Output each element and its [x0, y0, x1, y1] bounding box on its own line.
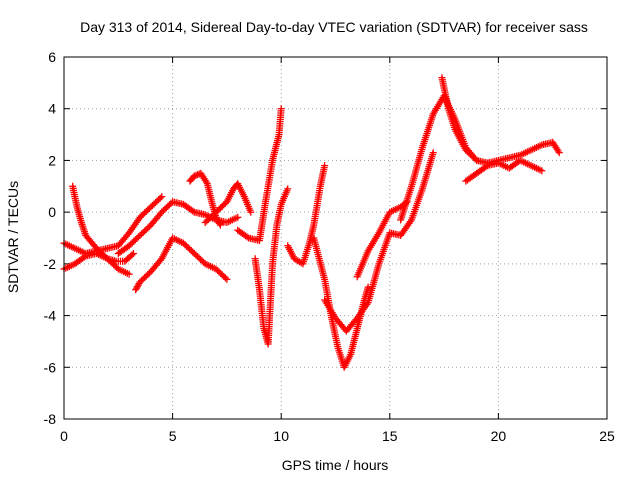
y-tick-label: 0: [48, 204, 56, 220]
series-track5: [132, 234, 231, 294]
series-track8: [234, 105, 285, 245]
data-point: [216, 221, 224, 229]
data-point: [538, 167, 546, 175]
x-tick-label: 5: [169, 428, 177, 444]
data-point: [555, 149, 563, 157]
y-tick-label: 6: [48, 49, 56, 65]
data-point: [189, 207, 197, 215]
y-axis-label: SDTVAR / TECUs: [5, 181, 21, 293]
y-tick-label: -4: [44, 308, 57, 324]
tick-labels: 0 5 10 15 20 25 -8 -6 -4 -2 0 2 4 6: [44, 49, 615, 444]
data-point: [234, 213, 242, 221]
y-tick-label: 4: [48, 101, 56, 117]
data-point: [80, 253, 88, 261]
x-tick-label: 20: [491, 428, 507, 444]
x-tick-label: 10: [273, 428, 289, 444]
data-point: [128, 251, 136, 259]
plot-frame: [63, 56, 608, 420]
chart-title: Day 313 of 2014, Sidereal Day-to-day VTE…: [80, 19, 588, 35]
y-tick-label: 2: [48, 152, 56, 168]
data-point: [125, 270, 133, 278]
series-track3: [69, 182, 138, 265]
x-tick-label: 15: [382, 428, 398, 444]
data-point: [130, 250, 138, 258]
series-track11: [310, 234, 372, 371]
data-point: [364, 283, 372, 291]
data-point: [221, 274, 229, 282]
data-point: [482, 163, 490, 171]
data-point: [216, 220, 224, 228]
data-point: [158, 193, 166, 201]
data-point: [321, 162, 329, 170]
x-tick-label: 25: [599, 428, 615, 444]
series-track7: [201, 180, 255, 226]
data-point: [247, 208, 255, 216]
x-tick-label: 0: [60, 428, 68, 444]
series-track4: [114, 198, 242, 258]
data-point: [156, 194, 164, 202]
data-point: [223, 275, 231, 283]
series-track9: [251, 185, 292, 348]
y-tick-label: -2: [44, 256, 57, 272]
data-point: [429, 149, 437, 157]
y-tick-label: -8: [44, 411, 57, 427]
series-track16: [462, 156, 546, 185]
y-tick-label: -6: [44, 359, 57, 375]
data-point: [277, 105, 285, 113]
x-axis-label: GPS time / hours: [282, 457, 389, 473]
data-point: [243, 233, 251, 241]
data-markers: [60, 74, 563, 371]
data-point: [284, 185, 292, 193]
series-track10: [284, 162, 329, 268]
series-track12: [321, 149, 437, 335]
